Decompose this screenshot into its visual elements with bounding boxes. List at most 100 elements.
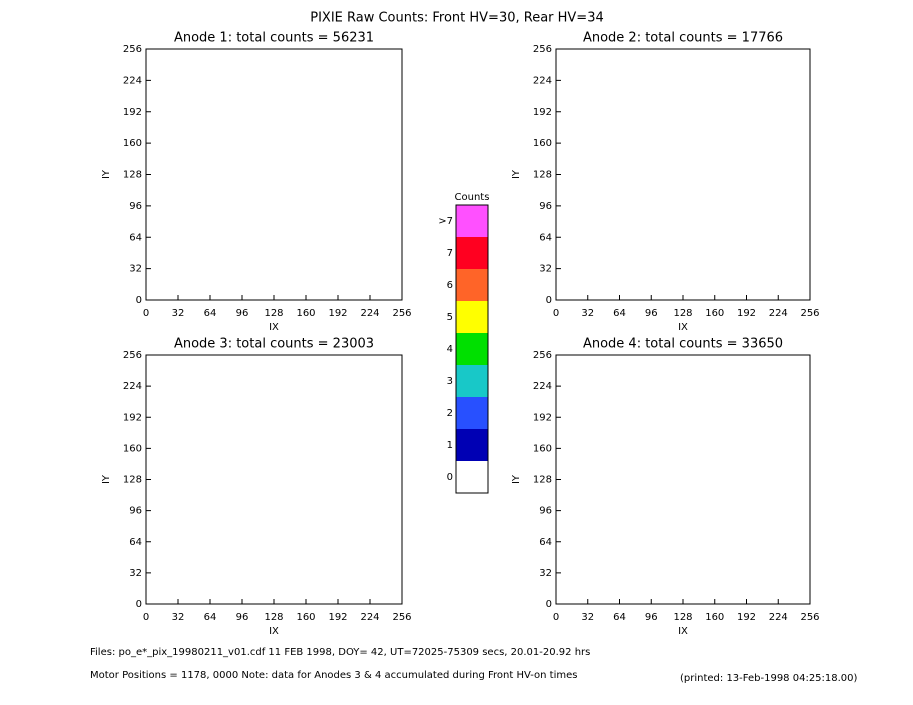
- x-tick-label: 0: [553, 308, 559, 319]
- y-tick-label: 32: [129, 264, 142, 275]
- y-axis-label: IY: [101, 169, 112, 179]
- panel-title: Anode 3: total counts = 23003: [174, 337, 374, 352]
- y-tick-label: 128: [123, 170, 142, 181]
- x-tick-label: 96: [236, 308, 249, 319]
- colorbar-label: 6: [447, 280, 453, 291]
- x-tick-label: 96: [645, 612, 658, 623]
- colorbar-swatch: [456, 461, 488, 493]
- x-tick-label: 224: [769, 612, 788, 623]
- x-tick-label: 96: [236, 612, 249, 623]
- x-tick-label: 0: [143, 612, 149, 623]
- y-tick-label: 32: [539, 568, 552, 579]
- colorbar-label: 2: [447, 408, 453, 419]
- x-tick-label: 32: [172, 612, 185, 623]
- x-tick-label: 64: [613, 308, 626, 319]
- x-tick-label: 160: [705, 612, 724, 623]
- x-tick-label: 160: [705, 308, 724, 319]
- panel-title: Anode 2: total counts = 17766: [583, 31, 783, 46]
- colorbar-label: 1: [447, 440, 453, 451]
- y-tick-label: 128: [123, 475, 142, 486]
- colorbar-label: 5: [447, 312, 453, 323]
- x-tick-label: 160: [296, 308, 315, 319]
- y-tick-label: 64: [539, 537, 552, 548]
- x-tick-label: 256: [800, 612, 819, 623]
- colorbar-frame: [455, 204, 489, 494]
- y-tick-label: 128: [533, 475, 552, 486]
- x-tick-label: 32: [581, 308, 594, 319]
- x-axis-label: IX: [269, 626, 279, 637]
- y-tick-label: 96: [539, 506, 552, 517]
- x-tick-label: 0: [143, 308, 149, 319]
- y-tick-label: 96: [539, 201, 552, 212]
- x-axis-label: IX: [678, 322, 688, 333]
- main-title: PIXIE Raw Counts: Front HV=30, Rear HV=3…: [310, 11, 604, 26]
- y-tick-label: 160: [533, 443, 552, 454]
- x-tick-label: 128: [264, 612, 283, 623]
- colorbar-swatch: [456, 237, 488, 269]
- y-tick-label: 256: [533, 44, 552, 55]
- y-axis-label: IY: [511, 169, 522, 179]
- x-tick-label: 96: [645, 308, 658, 319]
- colorbar-label: 0: [447, 472, 453, 483]
- x-tick-label: 224: [360, 612, 379, 623]
- y-axis-label: IY: [511, 474, 522, 484]
- x-tick-label: 256: [392, 612, 411, 623]
- colorbar-swatch: [456, 365, 488, 397]
- x-tick-label: 256: [800, 308, 819, 319]
- x-tick-label: 64: [613, 612, 626, 623]
- x-tick-label: 128: [264, 308, 283, 319]
- y-tick-label: 192: [123, 412, 142, 423]
- y-tick-label: 256: [533, 350, 552, 361]
- x-tick-label: 256: [392, 308, 411, 319]
- y-tick-label: 192: [123, 107, 142, 118]
- x-tick-label: 192: [737, 308, 756, 319]
- y-tick-label: 96: [129, 201, 142, 212]
- x-tick-label: 64: [204, 308, 217, 319]
- colorbar-swatch: [456, 397, 488, 429]
- y-tick-label: 192: [533, 412, 552, 423]
- x-tick-label: 128: [673, 308, 692, 319]
- y-tick-label: 64: [129, 232, 142, 243]
- x-tick-label: 224: [769, 308, 788, 319]
- y-tick-label: 128: [533, 170, 552, 181]
- y-tick-label: 0: [136, 599, 142, 610]
- x-tick-label: 32: [172, 308, 185, 319]
- colorbar-label: 3: [447, 376, 453, 387]
- footer-files: Files: po_e*_pix_19980211_v01.cdf 11 FEB…: [90, 647, 590, 658]
- y-tick-label: 160: [123, 138, 142, 149]
- colorbar-swatch: [456, 429, 488, 461]
- x-axis-label: IX: [678, 626, 688, 637]
- panel-title: Anode 4: total counts = 33650: [583, 337, 783, 352]
- colorbar-swatch: [456, 205, 488, 237]
- x-tick-label: 0: [553, 612, 559, 623]
- y-tick-label: 224: [123, 75, 142, 86]
- x-tick-label: 192: [328, 308, 347, 319]
- x-tick-label: 128: [673, 612, 692, 623]
- x-tick-label: 32: [581, 612, 594, 623]
- x-tick-label: 192: [328, 612, 347, 623]
- y-axis-label: IY: [101, 474, 112, 484]
- x-axis-label: IX: [269, 322, 279, 333]
- colorbar-swatch: [456, 301, 488, 333]
- colorbar-label: >7: [438, 216, 453, 227]
- colorbar-swatch: [456, 269, 488, 301]
- footer-motor: Motor Positions = 1178, 0000 Note: data …: [90, 670, 577, 681]
- colorbar-label: 4: [447, 344, 453, 355]
- y-tick-label: 64: [129, 537, 142, 548]
- x-tick-label: 192: [737, 612, 756, 623]
- colorbar-swatch: [456, 333, 488, 365]
- y-tick-label: 224: [533, 75, 552, 86]
- x-tick-label: 224: [360, 308, 379, 319]
- y-tick-label: 96: [129, 506, 142, 517]
- y-tick-label: 256: [123, 44, 142, 55]
- y-tick-label: 256: [123, 350, 142, 361]
- colorbar-label: 7: [447, 248, 453, 259]
- y-tick-label: 32: [129, 568, 142, 579]
- y-tick-label: 224: [123, 381, 142, 392]
- y-tick-label: 0: [546, 295, 552, 306]
- y-tick-label: 160: [123, 443, 142, 454]
- y-tick-label: 0: [546, 599, 552, 610]
- y-tick-label: 160: [533, 138, 552, 149]
- footer-printed: (printed: 13-Feb-1998 04:25:18.00): [680, 673, 858, 684]
